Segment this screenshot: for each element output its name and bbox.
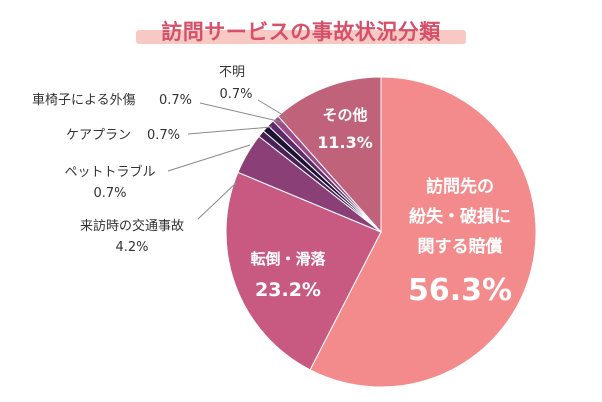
pie-slice-0 [309, 76, 537, 388]
slice-value-0: 56.3% [408, 273, 512, 308]
slice-value-7: 11.3% [317, 133, 373, 152]
slice-value-5: 0.7% [159, 93, 192, 108]
slice-value-1: 23.2% [255, 279, 321, 301]
slice-value-2: 4.2% [115, 240, 148, 255]
slice-value-3: 0.7% [93, 186, 126, 201]
slice-value-4: 0.7% [147, 128, 180, 143]
slice-label-4-line-0: ケアプラン [66, 128, 131, 143]
slice-label-5-line-0: 車椅子による外傷 [32, 93, 136, 108]
slice-label-7-line-0: その他 [322, 106, 367, 124]
slice-value-6: 0.7% [219, 87, 252, 102]
slice-label-0-line-1: 紛失・破損に [409, 206, 511, 227]
slice-label-1-line-0: 転倒・滑落 [250, 250, 326, 268]
pie-slice-7 [277, 76, 382, 234]
leader-line-4 [187, 126, 273, 135]
title-highlight [136, 30, 466, 44]
chart-title: 訪問サービスの事故状況分類 [161, 20, 441, 44]
slice-label-0-line-0: 訪問先の [426, 176, 494, 197]
slice-label-2-line-0: 来訪時の交通事故 [80, 218, 184, 234]
leader-line-5 [199, 102, 283, 123]
slice-label-6-line-0: 不明 [219, 65, 245, 80]
leader-line-3 [167, 144, 251, 172]
slice-label-3-line-0: ペットトラブル [64, 164, 155, 180]
pie-slice-1 [225, 171, 382, 371]
slice-label-0-line-2: 関する賠償 [418, 236, 503, 257]
leader-line-2 [197, 182, 237, 220]
leader-line-6 [257, 99, 289, 119]
